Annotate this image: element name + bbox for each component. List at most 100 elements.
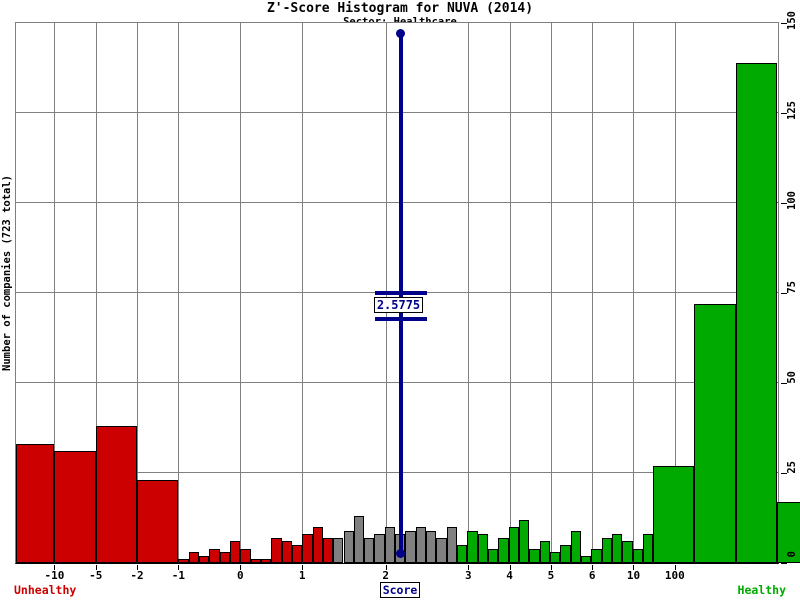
marker-value-label: 2.5775 — [373, 297, 424, 313]
x-axis-label-healthy: Healthy — [737, 583, 786, 597]
gridline-vertical — [592, 23, 594, 563]
marker-dot-bottom[interactable] — [396, 549, 406, 558]
histogram-bar — [436, 537, 447, 563]
histogram-bar — [622, 541, 633, 563]
gridline-horizontal — [16, 472, 778, 473]
x-tick-mark — [178, 565, 180, 570]
x-tick-mark — [240, 565, 242, 570]
x-tick-mark — [95, 565, 97, 570]
y-tick-mark — [781, 563, 787, 564]
histogram-bar — [735, 62, 778, 563]
y-tick-label: 125 — [786, 101, 798, 120]
gridline-vertical — [137, 23, 139, 563]
x-axis-label-score-text: Score — [379, 582, 421, 598]
histogram-bar — [364, 537, 375, 563]
y-tick-mark — [781, 383, 787, 384]
x-tick-mark — [302, 565, 304, 570]
x-tick-label: 2 — [382, 569, 390, 582]
histogram-bar — [653, 465, 695, 563]
histogram-bar — [312, 527, 323, 563]
histogram-bar — [518, 519, 530, 563]
histogram-bar — [611, 534, 623, 563]
gridline-vertical — [509, 23, 511, 563]
histogram-bar — [777, 501, 800, 563]
histogram-bar — [281, 541, 292, 563]
x-tick-mark — [592, 565, 594, 570]
y-tick-mark — [781, 293, 787, 294]
marker-dot-top[interactable] — [396, 29, 406, 38]
histogram-bar — [580, 555, 592, 563]
x-tick-mark — [550, 565, 552, 570]
histogram-bar — [446, 527, 458, 563]
gridline-vertical — [674, 23, 676, 563]
gridline-vertical — [302, 23, 304, 563]
y-tick-label: 25 — [786, 461, 798, 474]
gridline-horizontal — [16, 112, 778, 113]
histogram-bar — [178, 559, 189, 563]
y-tick-label: 75 — [786, 281, 798, 294]
histogram-bar — [95, 426, 138, 563]
y-tick-label: 150 — [786, 11, 798, 30]
histogram-bar — [209, 548, 220, 563]
x-tick-label: 0 — [236, 569, 244, 582]
histogram-bar — [601, 537, 612, 563]
x-tick-label: 100 — [664, 569, 685, 582]
histogram-bar — [415, 527, 427, 563]
x-tick-label: 5 — [547, 569, 555, 582]
x-tick-mark — [468, 565, 470, 570]
histogram-bar — [240, 548, 251, 563]
histogram-bar — [333, 537, 344, 563]
histogram-bar — [632, 548, 643, 563]
histogram-bar — [384, 527, 396, 563]
y-axis-label: Number of companies (723 total) — [1, 175, 13, 371]
y-tick-mark — [781, 23, 787, 24]
histogram-bar — [426, 530, 437, 563]
histogram-bar — [498, 537, 509, 563]
histogram-bar — [219, 552, 230, 563]
histogram-bar — [137, 480, 179, 563]
x-tick-label: -10 — [44, 569, 65, 582]
gridline-horizontal — [16, 382, 778, 383]
gridline-vertical — [178, 23, 180, 563]
gridline-horizontal — [16, 202, 778, 203]
x-axis-label-unhealthy: Unhealthy — [14, 583, 77, 597]
x-tick-label: -1 — [171, 569, 185, 582]
x-tick-label: -5 — [89, 569, 103, 582]
gridline-vertical — [468, 23, 470, 563]
x-tick-mark — [137, 565, 139, 570]
score-marker[interactable]: 2.5775 — [16, 23, 778, 563]
histogram-bar — [198, 555, 210, 563]
x-tick-mark — [54, 565, 56, 570]
histogram-bar — [549, 552, 561, 563]
y-tick-label: 0 — [786, 551, 798, 558]
histogram-bar — [250, 559, 261, 563]
x-tick-label: 4 — [506, 569, 513, 582]
histogram-bar — [374, 534, 385, 563]
y-tick-label: 100 — [786, 191, 798, 210]
x-tick-mark — [385, 565, 387, 570]
histogram-bar — [302, 534, 313, 563]
histogram-bar — [353, 516, 365, 563]
gridline-vertical — [633, 23, 635, 563]
histogram-bar — [16, 444, 55, 563]
histogram-bar — [488, 548, 499, 563]
gridline-vertical — [550, 23, 552, 563]
x-axis-label-score: Score — [0, 582, 800, 598]
histogram-bar — [529, 548, 540, 563]
x-tick-label: 1 — [298, 569, 306, 582]
plot-area: 2.5775 — [15, 22, 800, 564]
marker-cap-lower[interactable] — [374, 317, 427, 321]
marker-cap-upper[interactable] — [374, 291, 427, 295]
histogram-bar — [570, 530, 581, 563]
x-tick-label: 6 — [588, 569, 596, 582]
x-tick-label: 3 — [465, 569, 472, 582]
chart-title: Z'-Score Histogram for NUVA (2014) — [266, 1, 534, 16]
histogram-bar — [229, 541, 241, 563]
histogram-bar — [477, 534, 489, 563]
gridline-vertical — [95, 23, 97, 563]
y-tick-label: 50 — [786, 371, 798, 384]
y-tick-mark — [781, 203, 787, 204]
histogram-bar — [271, 537, 282, 563]
histogram-bar — [467, 530, 478, 563]
